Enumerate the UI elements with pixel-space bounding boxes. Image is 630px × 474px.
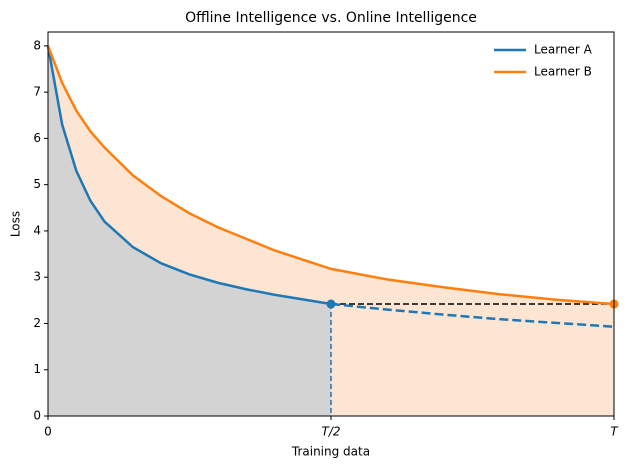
chart-title: Offline Intelligence vs. Online Intellig… bbox=[185, 10, 477, 26]
y-tick-label: 2 bbox=[33, 316, 41, 330]
legend-label: Learner B bbox=[534, 65, 592, 79]
series-line bbox=[46, 45, 332, 306]
y-tick-label: 1 bbox=[33, 362, 41, 376]
y-tick-label: 8 bbox=[33, 38, 41, 52]
y-axis-label: Loss bbox=[9, 211, 23, 237]
y-tick-label: 0 bbox=[33, 409, 41, 423]
y-tick-label: 6 bbox=[33, 131, 41, 145]
y-tick-label: 4 bbox=[33, 223, 41, 237]
y-tick-label: 3 bbox=[33, 270, 41, 284]
x-tick-label: T bbox=[610, 425, 619, 439]
series-line bbox=[46, 45, 615, 306]
legend-label: Learner A bbox=[534, 43, 593, 57]
series-line bbox=[330, 302, 615, 328]
y-tick-label: 7 bbox=[33, 85, 41, 99]
x-axis-label: Training data bbox=[291, 445, 370, 459]
x-tick-label: T/2 bbox=[321, 425, 340, 439]
area-fill bbox=[48, 45, 331, 416]
x-tick-label: 0 bbox=[44, 425, 52, 439]
y-tick-label: 5 bbox=[33, 177, 41, 191]
